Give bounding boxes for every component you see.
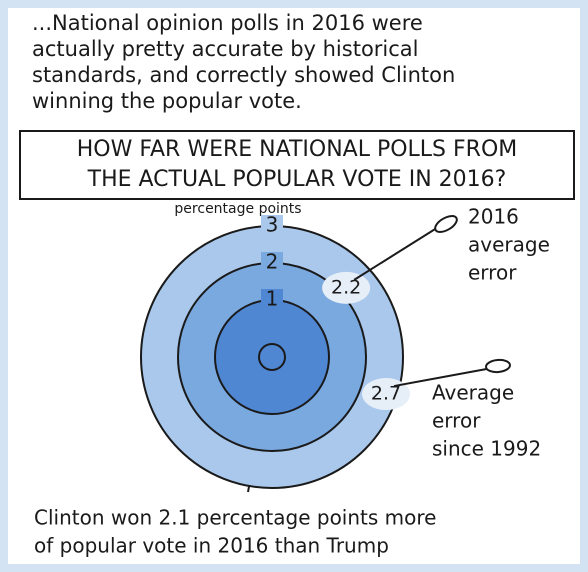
ring-label-bg bbox=[261, 252, 283, 274]
marker-value: 2.7 bbox=[371, 383, 401, 405]
ring-label: 3 bbox=[266, 213, 279, 237]
ring bbox=[214, 299, 330, 415]
marker-label: average bbox=[468, 233, 550, 257]
ring-label: 2 bbox=[266, 250, 279, 274]
marker-label: since 1992 bbox=[432, 437, 541, 461]
question-line: HOW FAR WERE NATIONAL POLLS FROM bbox=[77, 137, 518, 162]
marker-label: error bbox=[468, 261, 517, 285]
ring-label: 1 bbox=[266, 287, 279, 311]
footer-line: Clinton won 2.1 percentage points more bbox=[34, 506, 436, 530]
intro-line: actually pretty accurate by historical bbox=[32, 37, 419, 61]
marker-blob bbox=[322, 271, 371, 304]
dart-shaft bbox=[353, 225, 441, 281]
marker-label: error bbox=[432, 409, 481, 433]
intro-line: standards, and correctly showed Clinton bbox=[32, 63, 455, 87]
ring-label-bg bbox=[261, 289, 283, 311]
dart-shaft bbox=[393, 367, 493, 388]
marker-label: 2016 bbox=[468, 205, 519, 229]
unit-label: percentage points bbox=[174, 201, 301, 217]
question-box bbox=[19, 130, 575, 200]
ring-label-bg bbox=[261, 215, 283, 237]
question-line: THE ACTUAL POPULAR VOTE IN 2016? bbox=[87, 167, 507, 192]
marker-value: 2.2 bbox=[331, 276, 361, 298]
intro-line: ...National opinion polls in 2016 were bbox=[32, 11, 423, 35]
footer-line: of popular vote in 2016 than Trump bbox=[34, 534, 389, 558]
intro-line: winning the popular vote. bbox=[32, 89, 302, 113]
bullseye bbox=[258, 343, 286, 371]
marker-label: Average bbox=[432, 381, 514, 405]
dart-fletch bbox=[434, 215, 458, 233]
dart-fletch bbox=[485, 358, 511, 374]
